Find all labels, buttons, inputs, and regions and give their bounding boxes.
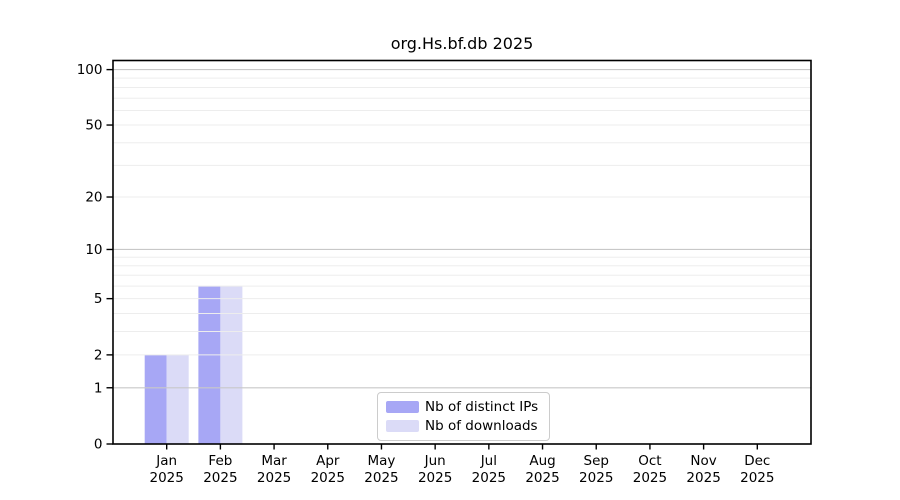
x-tick-label-year: 2025	[257, 470, 291, 486]
y-tick-label: 5	[94, 291, 103, 307]
x-tick-label-year: 2025	[203, 470, 237, 486]
legend-swatch-distinct-ips	[386, 400, 419, 413]
legend-label-distinct-ips: Nb of distinct IPs	[425, 398, 539, 415]
y-tick-label: 10	[85, 242, 102, 258]
y-tick-label: 20	[85, 190, 102, 206]
bar-distinct-ips-feb	[198, 286, 221, 444]
x-tick-label-month: Jul	[480, 453, 497, 469]
legend-item-downloads: Nb of downloads	[386, 416, 538, 435]
y-tick-label: 100	[77, 62, 103, 78]
x-tick-label-month: Dec	[744, 453, 770, 469]
chart-title: org.Hs.bf.db 2025	[390, 34, 534, 53]
bar-distinct-ips-jan	[144, 354, 167, 444]
x-tick-label-month: Jun	[424, 453, 446, 469]
x-tick-label-year: 2025	[633, 470, 667, 486]
x-tick-label-month: Mar	[261, 453, 287, 469]
y-tick-label: 0	[94, 437, 103, 453]
x-tick-label-year: 2025	[525, 470, 559, 486]
x-tick-label-month: May	[368, 453, 396, 469]
x-tick-label-year: 2025	[418, 470, 452, 486]
y-tick-label: 50	[85, 118, 102, 134]
plot-frame	[112, 59, 812, 445]
x-tick-label-year: 2025	[686, 470, 720, 486]
x-tick-label-month: Apr	[316, 453, 340, 469]
x-tick-label-year: 2025	[740, 470, 774, 486]
x-tick-label-year: 2025	[311, 470, 345, 486]
bar-downloads-feb	[220, 286, 243, 444]
y-tick-label: 2	[94, 347, 103, 363]
legend-item-distinct-ips: Nb of distinct IPs	[386, 397, 538, 416]
legend-swatch-downloads	[386, 419, 419, 432]
y-tick-label: 1	[94, 380, 103, 396]
x-tick-label-year: 2025	[150, 470, 184, 486]
x-tick-label-month: Aug	[529, 453, 555, 469]
bar-downloads-jan	[166, 354, 189, 444]
x-tick-label-month: Nov	[690, 453, 716, 469]
x-tick-label-month: Oct	[638, 453, 661, 469]
x-tick-label-month: Jan	[155, 453, 177, 469]
legend-label-downloads: Nb of downloads	[425, 417, 538, 434]
x-tick-label-month: Sep	[584, 453, 609, 469]
x-tick-label-year: 2025	[579, 470, 613, 486]
legend: Nb of distinct IPs Nb of downloads	[377, 392, 551, 441]
x-tick-label-year: 2025	[364, 470, 398, 486]
x-tick-label-year: 2025	[472, 470, 506, 486]
x-tick-label-month: Feb	[208, 453, 232, 469]
